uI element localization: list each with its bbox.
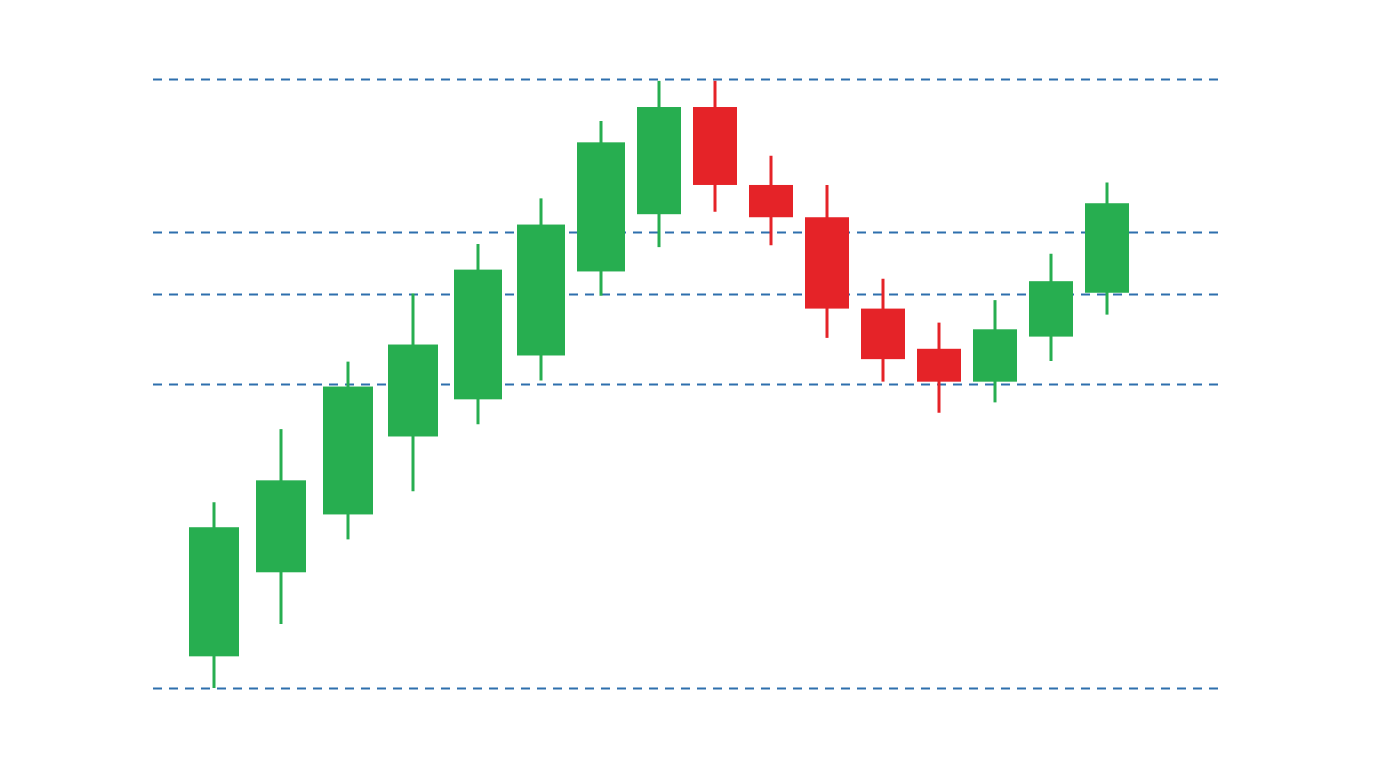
candle-body-1 — [189, 527, 239, 657]
candle-3 — [323, 361, 373, 540]
candle-1 — [189, 502, 239, 688]
candle-body-11 — [805, 217, 849, 309]
candle-body-12 — [861, 308, 905, 360]
candle-8 — [637, 80, 681, 248]
candle-12 — [861, 278, 905, 382]
candle-body-7 — [577, 142, 625, 272]
candle-body-6 — [517, 224, 565, 356]
candle-body-8 — [637, 107, 681, 215]
candle-body-9 — [693, 107, 737, 185]
candle-body-16 — [1085, 203, 1129, 293]
candle-body-3 — [323, 386, 373, 515]
candle-7 — [577, 121, 625, 296]
candle-body-5 — [454, 269, 502, 400]
candle-16 — [1085, 182, 1129, 315]
candle-6 — [517, 198, 565, 381]
candle-body-2 — [256, 480, 306, 573]
candle-11 — [805, 184, 849, 338]
candle-2 — [256, 429, 306, 625]
candle-9 — [693, 80, 737, 212]
candle-body-10 — [749, 184, 793, 218]
candle-5 — [454, 244, 502, 425]
candle-body-15 — [1029, 281, 1073, 337]
candle-body-14 — [973, 329, 1017, 382]
candle-body-4 — [388, 344, 438, 437]
candle-body-13 — [917, 348, 961, 382]
candle-13 — [917, 322, 961, 413]
candle-14 — [973, 300, 1017, 403]
candle-10 — [749, 155, 793, 246]
candle-4 — [388, 293, 438, 492]
candle-15 — [1029, 253, 1073, 361]
